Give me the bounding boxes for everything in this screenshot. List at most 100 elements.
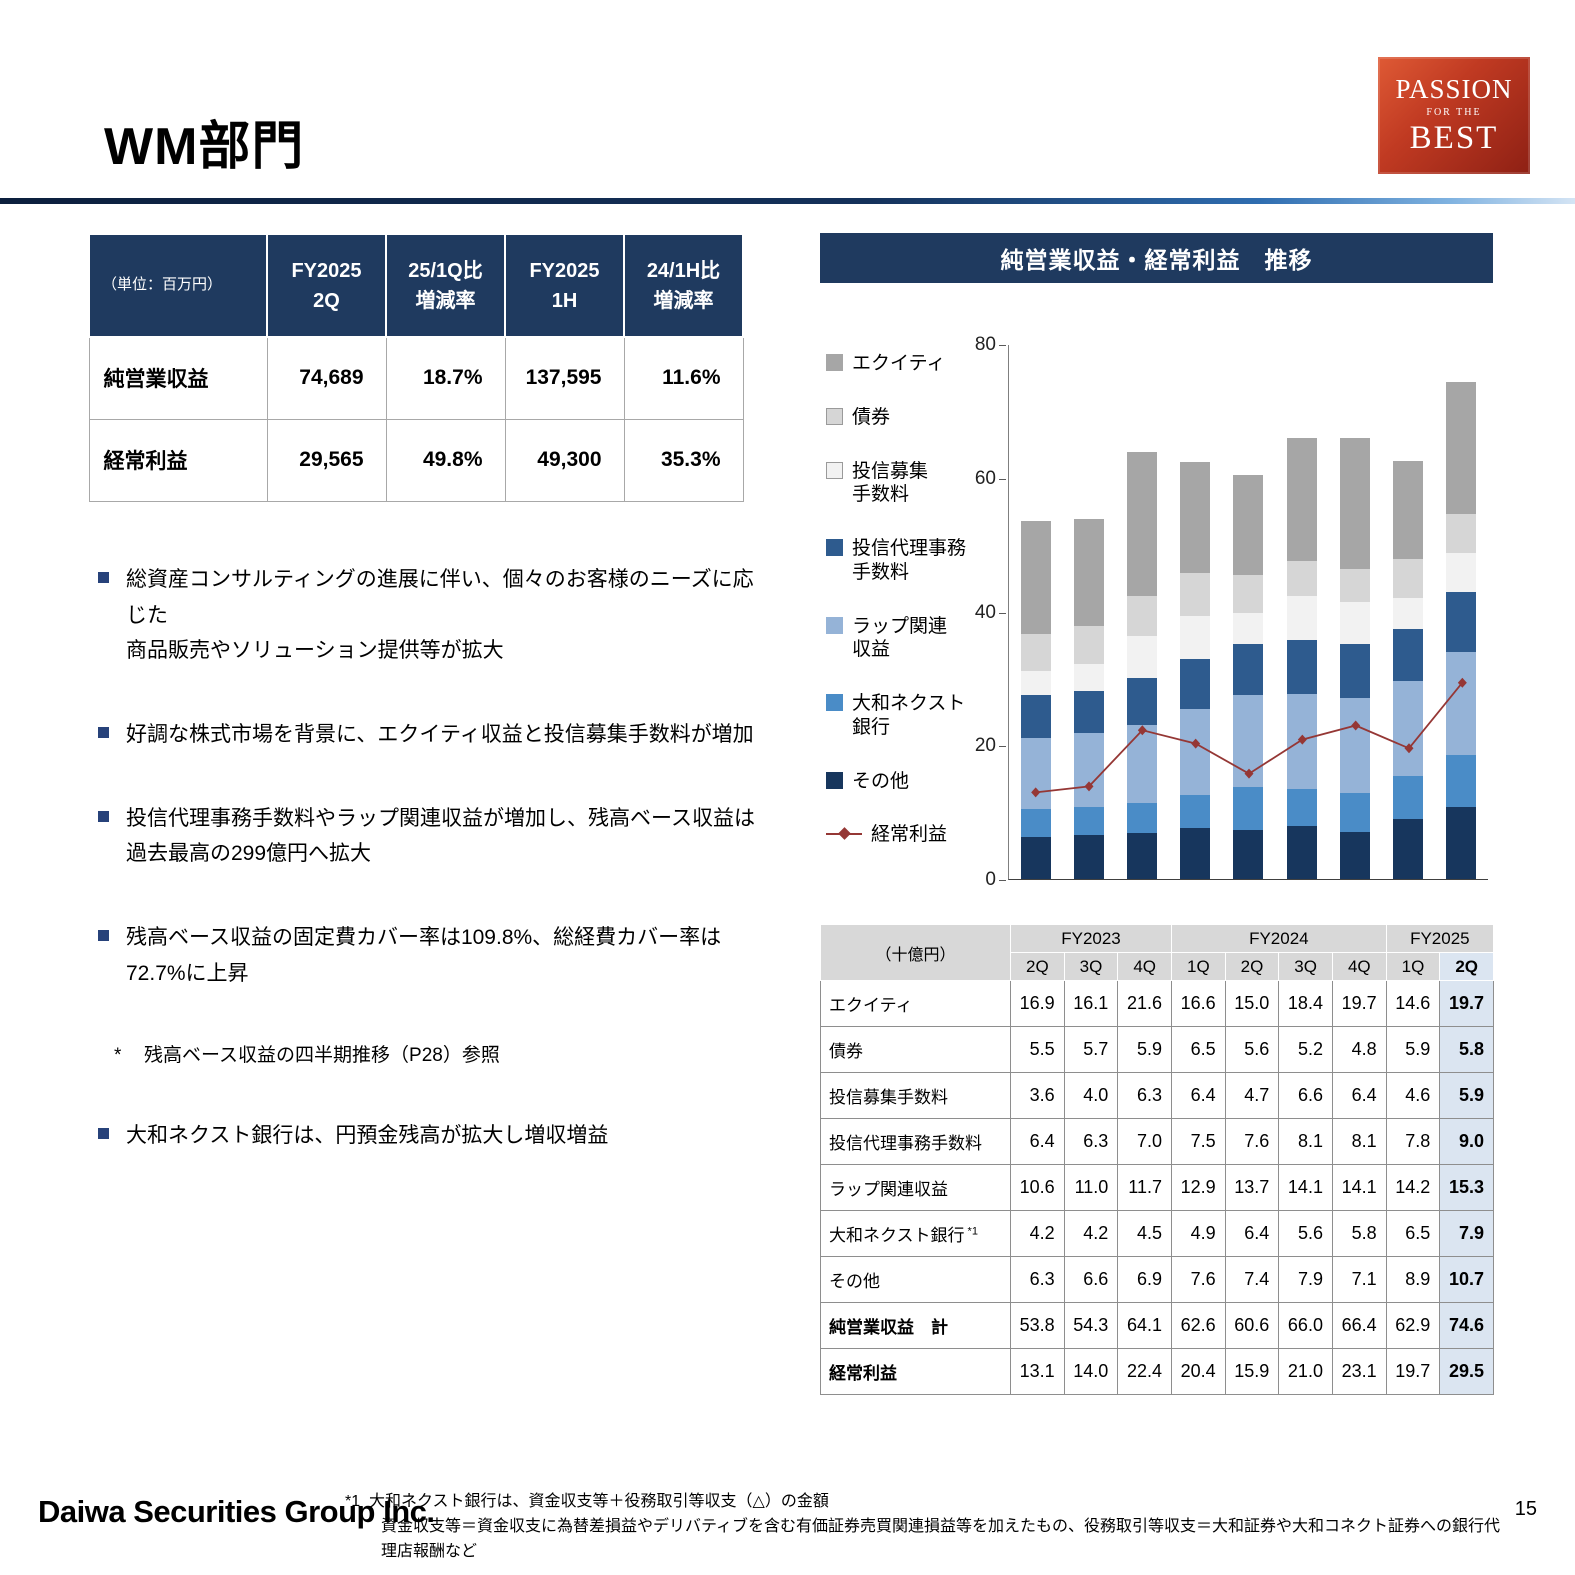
bullet-item-0: 総資産コンサルティングの進展に伴い、個々のお客様のニーズに応じた 商品販売やソリュ…	[98, 562, 770, 669]
detail-value: 5.7	[1063, 1026, 1119, 1073]
detail-value: 22.4	[1117, 1348, 1172, 1395]
legend-item-3: 投信代理事務 手数料	[826, 537, 986, 585]
detail-row: その他 6.3 6.6 6.9 7.6 7.4 7.9 7.1 8.9 10.7	[820, 1256, 1494, 1303]
detail-value: 4.2	[1010, 1210, 1065, 1257]
legend-label: その他	[852, 770, 910, 792]
detail-value: 4.7	[1224, 1072, 1280, 1119]
summary-value: 35.3%	[623, 418, 744, 502]
bar-segment	[1393, 461, 1424, 559]
y-tick-label: 0	[985, 869, 996, 890]
y-tick-label: 20	[974, 735, 996, 757]
detail-value: 64.1	[1117, 1302, 1172, 1349]
detail-value: 16.9	[1010, 980, 1065, 1027]
detail-row-label: その他	[820, 1256, 1011, 1303]
quarter-header: 1Q	[1385, 952, 1441, 981]
detail-value: 11.7	[1117, 1164, 1172, 1211]
detail-value: 5.6	[1278, 1210, 1333, 1257]
fiscal-year-header: FY2023	[1010, 924, 1172, 953]
summary-value: 29,565	[266, 418, 387, 502]
quarter-header: 4Q	[1117, 952, 1172, 981]
y-tick-label: 80	[974, 334, 996, 355]
bullet-list: 総資産コンサルティングの進展に伴い、個々のお客様のニーズに応じた 商品販売やソリュ…	[98, 562, 770, 1201]
detail-value: 66.0	[1278, 1302, 1333, 1349]
bar-segment	[1233, 644, 1264, 696]
bar-segment	[1127, 596, 1158, 636]
detail-row: ラップ関連収益 10.6 11.0 11.7 12.9 13.7 14.1 14.1 14.2 1…	[820, 1164, 1494, 1211]
fiscal-year-header: FY2025	[1385, 924, 1495, 953]
detail-value: 16.6	[1171, 980, 1226, 1027]
bar-segment	[1020, 695, 1051, 738]
bar-segment	[1286, 788, 1317, 827]
quarter-header: 4Q	[1331, 952, 1387, 981]
detail-value: 13.1	[1010, 1348, 1065, 1395]
detail-value: 5.9	[1117, 1026, 1172, 1073]
summary-col-header-2: FY2025 1H	[504, 233, 625, 338]
detail-value: 14.0	[1063, 1348, 1119, 1395]
detail-value: 7.5	[1171, 1118, 1226, 1165]
bar-segment	[1393, 776, 1424, 820]
bar-segment	[1393, 819, 1424, 879]
detail-value: 62.6	[1171, 1302, 1226, 1349]
detail-value: 14.1	[1331, 1164, 1387, 1211]
detail-value: 66.4	[1331, 1302, 1387, 1349]
stacked-bar-2	[1127, 451, 1158, 879]
revenue-profit-chart: エクイティ 債券 投信募集 手数料 投信代理事務 手数料 ラップ関連 収益 大和ネクスト 銀行 その…	[820, 300, 1493, 914]
detail-row: 大和ネクスト銀行 *1 4.2 4.2 4.5 4.9 6.4 5.6 5.8 6.5 7.9	[820, 1210, 1494, 1257]
detail-row: 純営業収益 計 53.8 54.3 64.1 62.6 60.6 66.0 66.4 62.9 7…	[820, 1302, 1494, 1349]
bar-segment	[1127, 451, 1158, 597]
chart-title: 純営業収益・経常利益 推移	[820, 233, 1493, 283]
detail-header-quarter-row: 2Q 3Q 4Q 1Q 2Q 3Q 4Q 1Q 2Q	[821, 952, 1494, 981]
summary-row: 経常利益 29,565 49.8% 49,300 35.3%	[88, 418, 744, 502]
bar-segment	[1233, 475, 1264, 576]
bar-segment	[1339, 792, 1370, 832]
bar-segment	[1073, 691, 1104, 734]
detail-value: 7.8	[1385, 1118, 1441, 1165]
bar-segment	[1446, 552, 1477, 593]
bar-segment	[1127, 832, 1158, 879]
detail-value: 15.3	[1439, 1164, 1494, 1211]
legend-label: エクイティ	[852, 353, 946, 374]
legend-square-icon	[826, 354, 843, 371]
y-tick-mark	[999, 478, 1006, 480]
stacked-bar-1	[1073, 518, 1104, 879]
bullet-text: 大和ネクスト銀行は、円預金残高が拡大し増収増益	[126, 1123, 609, 1147]
detail-value: 4.8	[1331, 1026, 1387, 1073]
detail-value: 5.5	[1010, 1026, 1065, 1073]
detail-value: 21.6	[1117, 980, 1172, 1027]
quarter-header: 3Q	[1063, 952, 1119, 981]
bullet-text: 残高ベース収益の四半期推移（P28）参照	[144, 1044, 500, 1066]
bullet-item-5: 大和ネクスト銀行は、円預金残高が拡大し増収増益	[98, 1118, 770, 1154]
bar-segment	[1020, 808, 1051, 837]
detail-value: 15.9	[1224, 1348, 1280, 1395]
detail-value: 74.6	[1439, 1302, 1494, 1349]
detail-value: 6.4	[1224, 1210, 1280, 1257]
bar-segment	[1233, 575, 1264, 613]
bar-segment	[1446, 592, 1477, 653]
detail-value: 5.8	[1439, 1026, 1494, 1073]
bullet-square-icon	[98, 727, 109, 739]
bar-segment	[1339, 569, 1370, 602]
detail-row: 投信募集手数料 3.6 4.0 6.3 6.4 4.7 6.6 6.4 4.6 5.9	[820, 1072, 1494, 1119]
detail-value: 29.5	[1439, 1348, 1494, 1395]
chart-legend: エクイティ 債券 投信募集 手数料 投信代理事務 手数料 ラップ関連 収益 大和ネクスト 銀行 その…	[826, 352, 986, 847]
detail-value: 6.5	[1171, 1026, 1226, 1073]
bar-segment	[1127, 635, 1158, 678]
legend-label: 投信代理事務 手数料	[852, 538, 967, 583]
footnote-line-2: 資金収支等＝資金収支に為替差損益やデリバティブを含む有価証券売買関連損益等を加え…	[381, 1517, 1501, 1560]
legend-label: 債券	[852, 406, 891, 428]
detail-value: 11.0	[1063, 1164, 1119, 1211]
legend-item-2: 投信募集 手数料	[826, 460, 986, 508]
detail-row: 投信代理事務手数料 6.4 6.3 7.0 7.5 7.6 8.1 8.1 7.8 9.0	[820, 1118, 1494, 1165]
detail-value: 5.9	[1439, 1072, 1494, 1119]
detail-value: 14.1	[1278, 1164, 1333, 1211]
bar-segment	[1446, 382, 1477, 514]
footnote-text-1: 大和ネクスト銀行は、資金収支等＋役務取引等収支（△）の金額	[369, 1493, 829, 1510]
detail-row: 債券 5.5 5.7 5.9 6.5 5.6 5.2 4.8 5.9 5.8	[820, 1026, 1494, 1073]
legend-item-0: エクイティ	[826, 352, 986, 376]
legend-item-4: ラップ関連 収益	[826, 615, 986, 663]
summary-value: 11.6%	[623, 336, 744, 420]
bar-segment	[1393, 558, 1424, 599]
summary-value: 137,595	[504, 336, 625, 420]
page-title: WM部門	[104, 118, 305, 176]
